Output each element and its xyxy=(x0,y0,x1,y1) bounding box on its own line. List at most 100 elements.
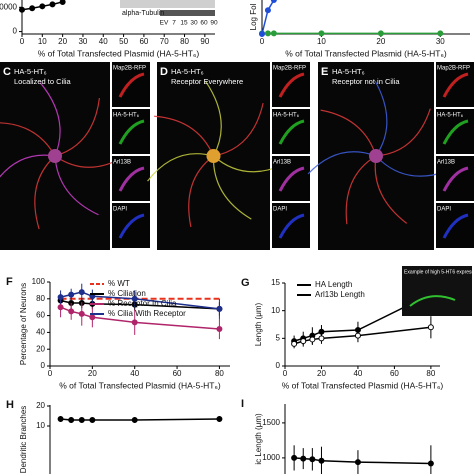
data-point xyxy=(19,6,25,13)
data-point xyxy=(264,30,271,37)
blot-band xyxy=(160,10,215,16)
x-tick-label: 20 xyxy=(58,37,67,46)
y-axis-label: Dendritic Branches xyxy=(19,406,28,474)
data-point xyxy=(89,314,96,321)
y-axis-label: Length (μm) xyxy=(254,303,263,347)
inset-label: DAPI xyxy=(273,207,287,213)
neurite xyxy=(213,102,264,157)
data-point xyxy=(131,295,138,302)
neurite xyxy=(212,155,252,220)
x-tick-label: 0 xyxy=(260,37,265,46)
image-title: HA-5-HT₆ xyxy=(332,67,365,76)
data-point xyxy=(318,335,325,342)
inset-image xyxy=(112,203,150,248)
image-title: HA-5-HT₆ xyxy=(171,67,204,76)
data-point xyxy=(309,336,316,343)
data-point xyxy=(354,332,361,339)
neurite xyxy=(345,155,377,225)
x-tick-label: 60 xyxy=(139,37,148,46)
legend-label: % Cilia With Receptor xyxy=(108,309,186,318)
soma xyxy=(206,149,221,163)
image-title: HA-5-HT₆ xyxy=(14,67,47,76)
inset-label: Arl13B xyxy=(113,160,131,166)
x-tick-label: 40 xyxy=(353,369,362,378)
neurite xyxy=(34,155,56,230)
inset-label: Map2B-RFP xyxy=(273,66,306,72)
x-tick-label: 0 xyxy=(48,369,53,378)
legend-label: % Receptor In Cilia xyxy=(108,299,177,308)
x-tick-label: 60 xyxy=(173,369,182,378)
x-tick-label: 10 xyxy=(317,37,326,46)
soma xyxy=(369,149,383,163)
data-point xyxy=(354,459,361,466)
y-tick-label: 1000 xyxy=(262,453,280,462)
blot-lane: 7 xyxy=(172,20,176,27)
data-point xyxy=(216,416,223,422)
data-point xyxy=(427,324,434,331)
x-tick-label: 60 xyxy=(390,369,399,378)
x-tick-label: 20 xyxy=(376,37,385,46)
y-axis-label: ic Length (μm) xyxy=(254,413,263,465)
data-point xyxy=(216,305,223,312)
blot-image xyxy=(120,0,215,8)
neurite xyxy=(375,108,431,157)
x-tick-label: 30 xyxy=(436,37,445,46)
y-tick-label: 10 xyxy=(36,421,45,430)
neurite xyxy=(320,109,377,157)
x-axis-label: % of Total Transfected Plasmid (HA-5-HT₆… xyxy=(285,48,447,58)
neurite xyxy=(54,97,101,157)
y-tick-label: 10 xyxy=(271,306,280,315)
inset-signal xyxy=(442,213,469,239)
data-point xyxy=(259,31,265,37)
inset-signal xyxy=(278,166,305,192)
inset-label: HA-5-HT₆ xyxy=(113,113,140,119)
legend-label: % WT xyxy=(108,279,130,288)
neurite xyxy=(39,82,61,157)
inset-image xyxy=(402,266,472,316)
inset-image xyxy=(272,62,310,107)
inset-signal xyxy=(442,119,469,145)
inset-signal xyxy=(409,295,456,307)
panel-letter: D xyxy=(160,66,168,78)
data-point xyxy=(131,417,138,423)
x-tick-label: 20 xyxy=(317,369,326,378)
x-tick-label: 40 xyxy=(99,37,108,46)
inset-signal xyxy=(118,119,145,145)
inset-label: DAPI xyxy=(437,207,451,213)
inset-signal xyxy=(118,166,145,192)
data-point xyxy=(68,291,75,298)
x-tick-label: 10 xyxy=(38,37,47,46)
x-tick-label: 80 xyxy=(426,369,435,378)
x-tick-label: 50 xyxy=(119,37,128,46)
inset-image xyxy=(436,109,474,154)
neurite xyxy=(188,155,214,228)
inset-signal xyxy=(118,72,145,98)
inset-label: Arl13B xyxy=(273,160,291,166)
inset-signal xyxy=(442,166,469,192)
soma xyxy=(48,149,62,163)
data-point xyxy=(300,338,307,345)
neurite xyxy=(0,154,56,178)
data-point xyxy=(216,326,223,333)
inset-image xyxy=(436,203,474,248)
panel-letter: E xyxy=(321,66,328,78)
y-tick-label: 80 xyxy=(36,294,45,303)
inset-label: HA-5-HT₆ xyxy=(437,113,464,119)
inset-image xyxy=(272,156,310,201)
data-point xyxy=(49,1,56,8)
neurite xyxy=(0,122,56,157)
x-tick-label: 0 xyxy=(283,369,288,378)
x-tick-label: 30 xyxy=(78,37,87,46)
inset-image xyxy=(436,156,474,201)
image-title: Receptor not in Cilia xyxy=(332,77,400,86)
data-point xyxy=(300,455,307,462)
inset-image xyxy=(112,109,150,154)
legend-label: HA Length xyxy=(315,280,352,289)
y-tick-label: 40 xyxy=(36,328,45,337)
data-point xyxy=(89,417,96,423)
x-tick-label: 40 xyxy=(130,369,139,378)
x-tick-label: 80 xyxy=(215,369,224,378)
data-point xyxy=(57,416,64,422)
x-tick-label: 80 xyxy=(180,37,189,46)
